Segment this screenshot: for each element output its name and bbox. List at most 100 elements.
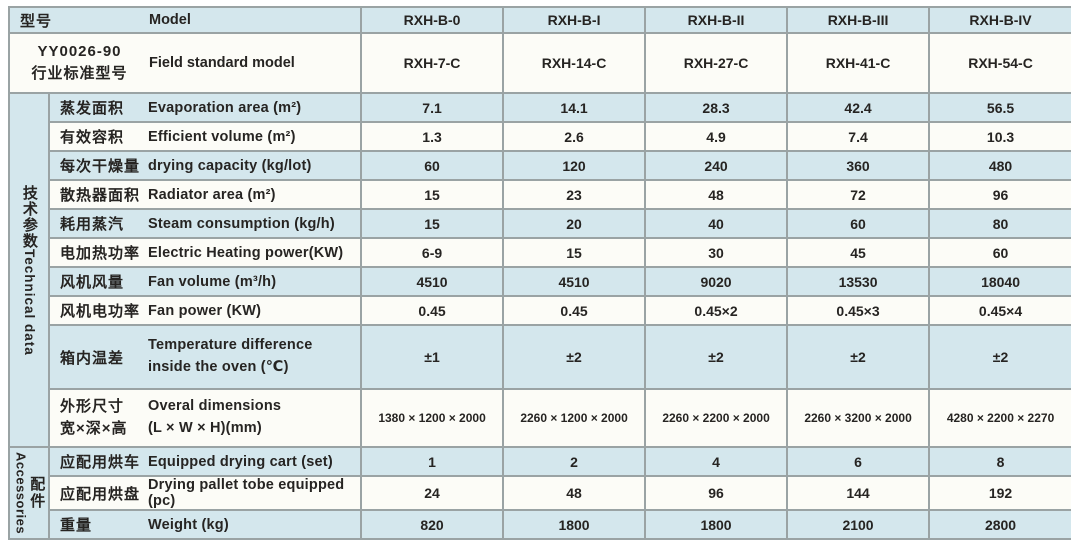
cell-value: 2800	[928, 509, 1072, 540]
cell-value: ±1	[360, 324, 505, 390]
spec-table-sheet: 型号 Model RXH-B-0 RXH-B-I RXH-B-II RXH-B-…	[7, 6, 1072, 540]
cell-value: ±2	[928, 324, 1072, 390]
row-label-en: Fan volume (m³/h)	[148, 266, 363, 297]
standard-model-name: RXH-7-C	[360, 32, 505, 94]
cell-value: 0.45×4	[928, 295, 1072, 326]
cell-value: 1800	[502, 509, 647, 540]
cell-value: 0.45	[502, 295, 647, 326]
spec-row-drying-capacity: 每次干燥量 drying capacity (kg/lot) 60 120 24…	[9, 150, 1072, 181]
standard-label-en: Field standard model	[149, 55, 295, 71]
cell-value: 80	[928, 208, 1072, 239]
cell-value: 240	[644, 150, 789, 181]
cell-value: 144	[786, 475, 931, 511]
spec-row-fan-volume: 风机风量 Fan volume (m³/h) 4510 4510 9020 13…	[9, 266, 1072, 297]
cell-value: 4510	[502, 266, 647, 297]
cell-value: 1.3	[360, 121, 505, 152]
cell-value: 28.3	[644, 92, 789, 123]
cell-value: 192	[928, 475, 1072, 511]
row-label-en: Radiator area (m²)	[148, 179, 363, 210]
model-label-en: Model	[149, 12, 191, 28]
row-label-zh: 应配用烘车	[48, 446, 148, 477]
cell-value: 7.4	[786, 121, 931, 152]
cell-value: 60	[928, 237, 1072, 268]
group-accessories-zh: 配件	[28, 476, 46, 510]
cell-value: 2260 × 3200 × 2000	[786, 388, 931, 448]
cell-value: 2	[502, 446, 647, 477]
group-accessories: Accessories 配件	[8, 446, 50, 540]
cell-value: 56.5	[928, 92, 1072, 123]
group-technical-data: 技术参数Technical data	[8, 92, 50, 448]
row-label-en: Drying pallet tobe equipped (pc)	[148, 475, 363, 511]
cell-value: 15	[360, 208, 505, 239]
cell-value: 2100	[786, 509, 931, 540]
standard-model-name: RXH-54-C	[928, 32, 1072, 94]
row-label-en: Weight (kg)	[148, 509, 363, 540]
spec-row-fan-power: 风机电功率 Fan power (KW) 0.45 0.45 0.45×2 0.…	[9, 295, 1072, 326]
cell-value: 60	[360, 150, 505, 181]
cell-value: 4	[644, 446, 789, 477]
standard-zh-text: 行业标准型号	[31, 65, 128, 82]
cell-value: 23	[502, 179, 647, 210]
cell-value: 7.1	[360, 92, 505, 123]
cell-value: ±2	[786, 324, 931, 390]
model-name: RXH-B-0	[360, 6, 505, 34]
cell-value: 0.45×2	[644, 295, 789, 326]
model-name: RXH-B-II	[644, 6, 789, 34]
cell-value: 2.6	[502, 121, 647, 152]
cell-value: 40	[644, 208, 789, 239]
spec-row-steam-consumption: 耗用蒸汽 Steam consumption (kg/h) 15 20 40 6…	[9, 208, 1072, 239]
row-label-en: Steam consumption (kg/h)	[148, 208, 363, 239]
cell-value: 48	[644, 179, 789, 210]
cell-value: 42.4	[786, 92, 931, 123]
cell-value: 2260 × 2200 × 2000	[644, 388, 789, 448]
standard-code: YY0026-90	[37, 42, 122, 60]
row-label-en: Overal dimensions (L × W × H)(mm)	[148, 388, 363, 448]
row-label-zh: 风机电功率	[48, 295, 148, 326]
cell-value: ±2	[644, 324, 789, 390]
cell-value: 2260 × 1200 × 2000	[502, 388, 647, 448]
row-label-en: drying capacity (kg/lot)	[148, 150, 363, 181]
cell-value: 18040	[928, 266, 1072, 297]
spec-row-electric-heating-power: 电加热功率 Electric Heating power(KW) 6-9 15 …	[9, 237, 1072, 268]
cell-value: 15	[502, 237, 647, 268]
spec-row-overall-dimensions: 外形尺寸 宽×深×高 Overal dimensions (L × W × H)…	[9, 388, 1072, 448]
cell-value: 8	[928, 446, 1072, 477]
group-technical-zh: 技术参数	[20, 184, 38, 249]
model-header-row: 型号 Model RXH-B-0 RXH-B-I RXH-B-II RXH-B-…	[7, 6, 1072, 34]
cell-value: 4.9	[644, 121, 789, 152]
standard-model-row: YY0026-90 行业标准型号 Field standard model RX…	[7, 32, 1072, 94]
row-label-en-line1: Overal dimensions	[148, 398, 282, 415]
cell-value: 15	[360, 179, 505, 210]
row-label-zh: 有效容积	[48, 121, 148, 152]
cell-value: 0.45	[360, 295, 505, 326]
cell-value: 4280 × 2200 × 2270	[928, 388, 1072, 448]
model-label-zh: 型号	[20, 12, 53, 30]
spec-row-efficient-volume: 有效容积 Efficient volume (m²) 1.3 2.6 4.9 7…	[9, 121, 1072, 152]
cell-value: ±2	[502, 324, 647, 390]
row-label-zh-line2: 宽×深×高	[60, 420, 128, 437]
spec-row-evaporation-area: 技术参数Technical data 蒸发面积 Evaporation area…	[8, 92, 1072, 448]
spec-row-weight: 重量 Weight (kg) 820 1800 1800 2100 2800	[9, 509, 1072, 540]
group-technical-vertical-text: 技术参数Technical data	[20, 184, 38, 356]
row-label-zh: 应配用烘盘	[48, 475, 148, 511]
cell-value: 120	[502, 150, 647, 181]
row-label-zh: 耗用蒸汽	[48, 208, 148, 239]
cell-value: 96	[928, 179, 1072, 210]
row-label-en: Efficient volume (m²)	[148, 121, 363, 152]
row-label-en: Electric Heating power(KW)	[148, 237, 363, 268]
row-label-en: Equipped drying cart (set)	[148, 446, 363, 477]
cell-value: 6-9	[360, 237, 505, 268]
standard-model-name: RXH-14-C	[502, 32, 647, 94]
group-accessories-en: Accessories	[13, 451, 29, 535]
cell-value: 24	[360, 475, 505, 511]
cell-value: 0.45×3	[786, 295, 931, 326]
model-name: RXH-B-I	[502, 6, 647, 34]
cell-value: 9020	[644, 266, 789, 297]
cell-value: 13530	[786, 266, 931, 297]
cell-value: 20	[502, 208, 647, 239]
cell-value: 48	[502, 475, 647, 511]
cell-value: 1800	[644, 509, 789, 540]
cell-value: 10.3	[928, 121, 1072, 152]
row-label-en-line1: Temperature difference	[148, 337, 313, 354]
cell-value: 45	[786, 237, 931, 268]
